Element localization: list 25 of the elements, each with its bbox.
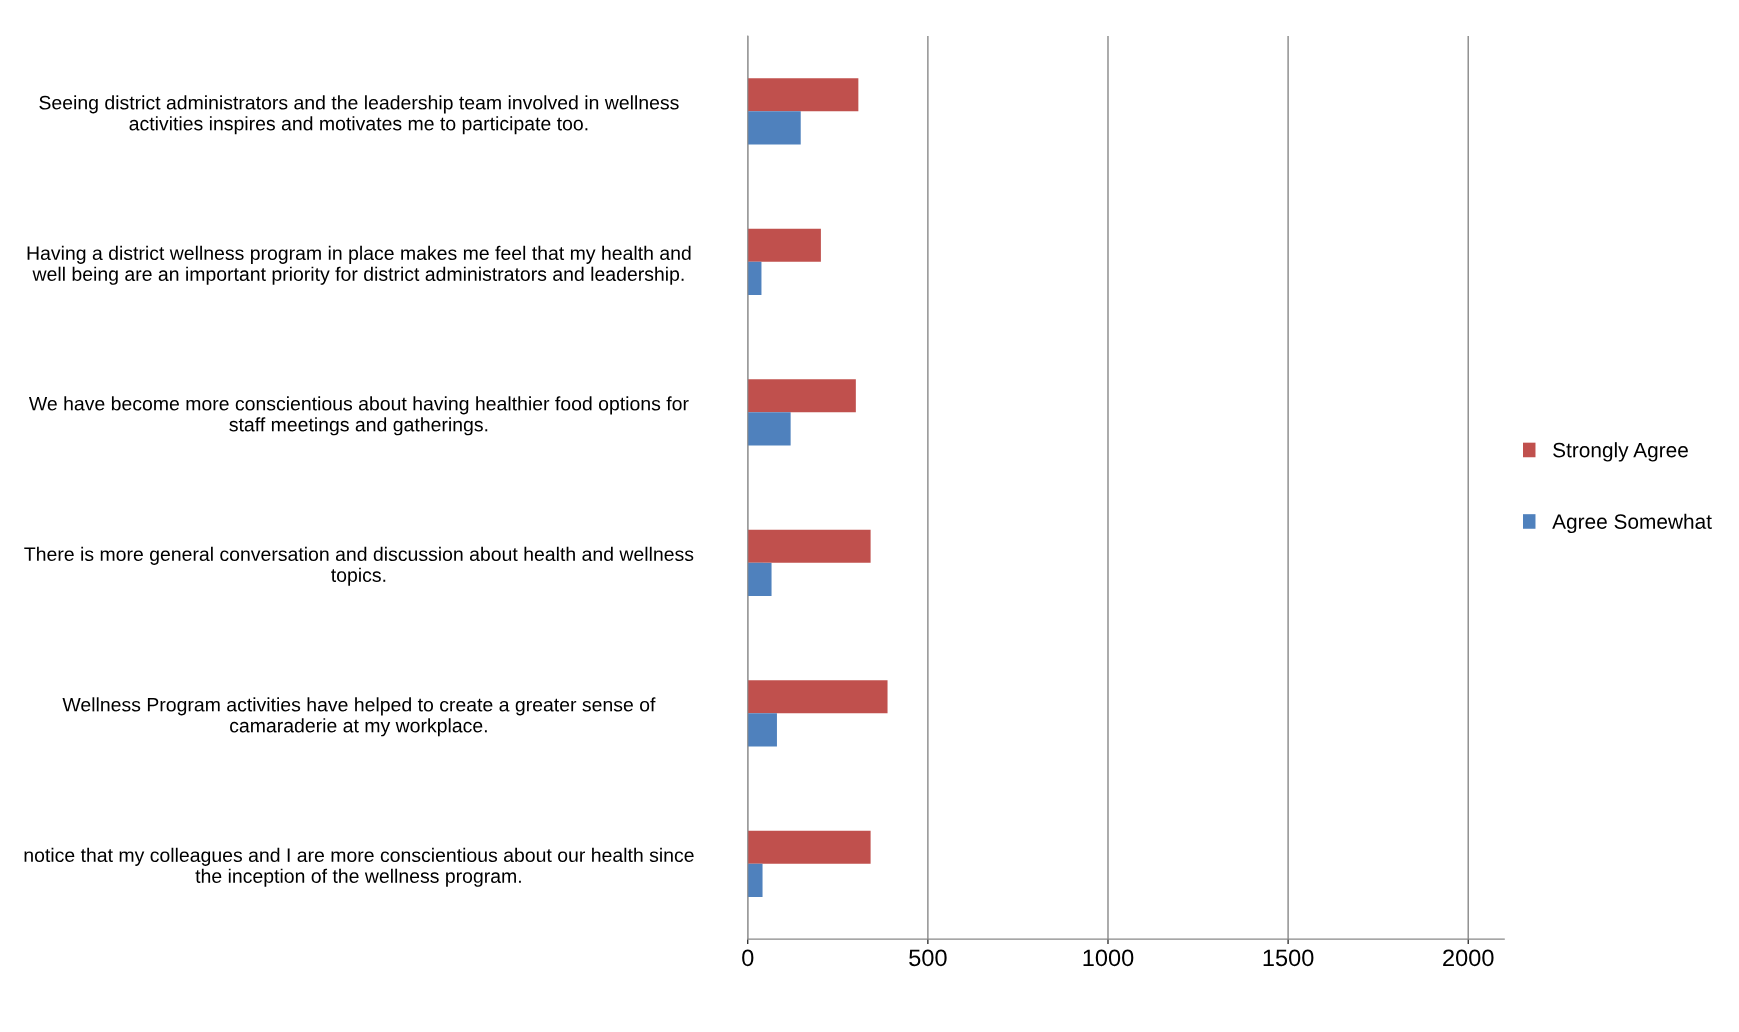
x-tick-label: 1500: [1263, 949, 1314, 967]
bar: [747, 562, 772, 596]
bar: [747, 830, 871, 864]
x-tick-label: 2000: [1443, 949, 1494, 967]
y-tick-label: Wellness Program activities have helped to create a greater sense of camaraderie at my workplace.: [62, 697, 656, 737]
bar: [747, 412, 791, 446]
bar: [747, 379, 856, 413]
bar: [747, 261, 762, 295]
y-tick-label: There is more general conversation and discussion about health and wellness topics.: [24, 546, 694, 586]
bar: [747, 78, 859, 112]
y-tick-label: notice that my colleagues and I are more conscientious about our health since the inception of the wellness program.: [24, 847, 694, 887]
bar: [747, 111, 801, 145]
bar: [747, 863, 763, 897]
bar: [747, 680, 888, 714]
legend-label: Agree Somewhat: [1552, 513, 1712, 534]
y-tick-label: Having a district wellness program in place makes me feel that my health and well being are an important priority for district administrators and leadership.: [27, 245, 691, 285]
bar: [747, 529, 871, 563]
x-tick-label: 500: [909, 949, 947, 967]
y-tick-label: We have become more conscientious about having healthier food options for staff meetings and gatherings.: [28, 396, 689, 436]
legend-label: Strongly Agree: [1553, 442, 1688, 462]
bar: [747, 228, 821, 262]
x-tick-label: 1000: [1083, 949, 1134, 967]
bar: [747, 713, 777, 747]
x-tick-label: 0: [742, 949, 754, 967]
y-tick-label: Seeing district administrators and the leadership team involved in wellness activities inspires and motivates me to participate too.: [39, 95, 679, 135]
